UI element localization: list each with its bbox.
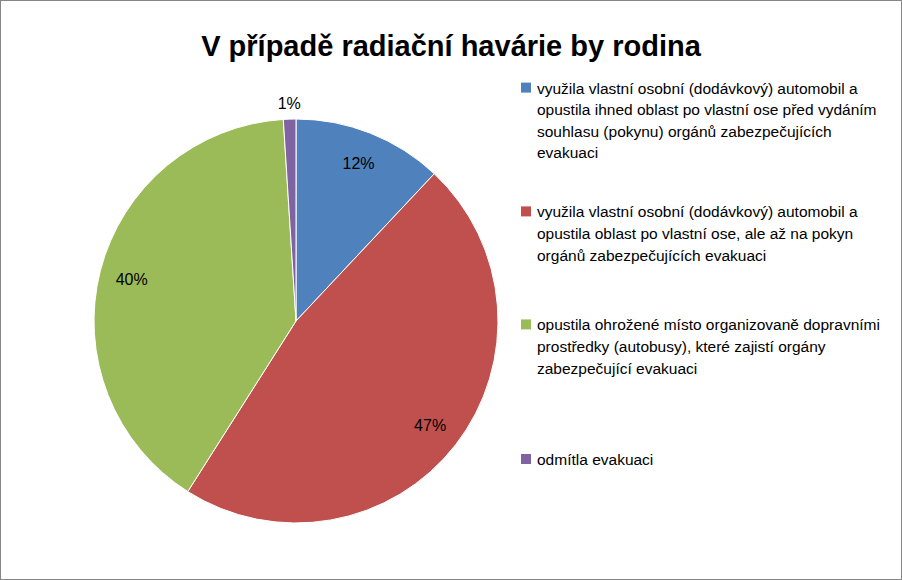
chart-title: V případě radiační havárie by rodina	[201, 30, 701, 62]
chart-container: V případě radiační havárie by rodina 12% 4…	[0, 0, 902, 580]
legend-line: využila vlastní osobní (dodávkový) autom…	[537, 203, 858, 220]
legend-line: orgánů zabezpečujících evakuaci	[537, 247, 766, 264]
legend-label: využila vlastní osobní (dodávkový) autom…	[537, 80, 877, 162]
legend: využila vlastní osobní (dodávkový) autom…	[521, 80, 880, 468]
data-label: 1%	[278, 95, 301, 112]
legend-line: zabezpečující evakuaci	[537, 360, 697, 377]
pie-slice	[94, 119, 296, 491]
legend-line: evakuaci	[537, 144, 598, 161]
data-labels: 12% 47% 40% 1%	[116, 95, 446, 434]
legend-line: využila vlastní osobní (dodávkový) autom…	[537, 80, 858, 97]
legend-line: prostředky (autobusy), které zajistí org…	[537, 338, 826, 355]
data-label: 12%	[342, 155, 374, 172]
legend-label: využila vlastní osobní (dodávkový) autom…	[537, 203, 858, 263]
legend-swatch	[521, 83, 531, 93]
legend-line: opustila oblast po vlastní ose, ale až n…	[537, 225, 853, 242]
legend-line: opustila ihned oblast po vlastní ose pře…	[537, 101, 877, 118]
data-label: 47%	[414, 417, 446, 434]
chart-frame	[1, 1, 902, 580]
chart-svg: V případě radiační havárie by rodina 12% 4…	[0, 0, 902, 580]
legend-swatch	[521, 454, 531, 464]
legend-label: odmítla evakuaci	[537, 451, 653, 468]
data-label: 40%	[116, 271, 148, 288]
legend-line: opustila ohrožené místo organizovaně dop…	[537, 316, 880, 333]
pie	[94, 119, 498, 523]
legend-swatch	[521, 206, 531, 216]
legend-line: odmítla evakuaci	[537, 451, 653, 468]
pie-slice	[283, 119, 296, 321]
legend-line: souhlasu (pokynu) orgánů zabezpečujících	[537, 123, 832, 140]
legend-swatch	[521, 319, 531, 329]
legend-label: opustila ohrožené místo organizovaně dop…	[537, 316, 880, 376]
